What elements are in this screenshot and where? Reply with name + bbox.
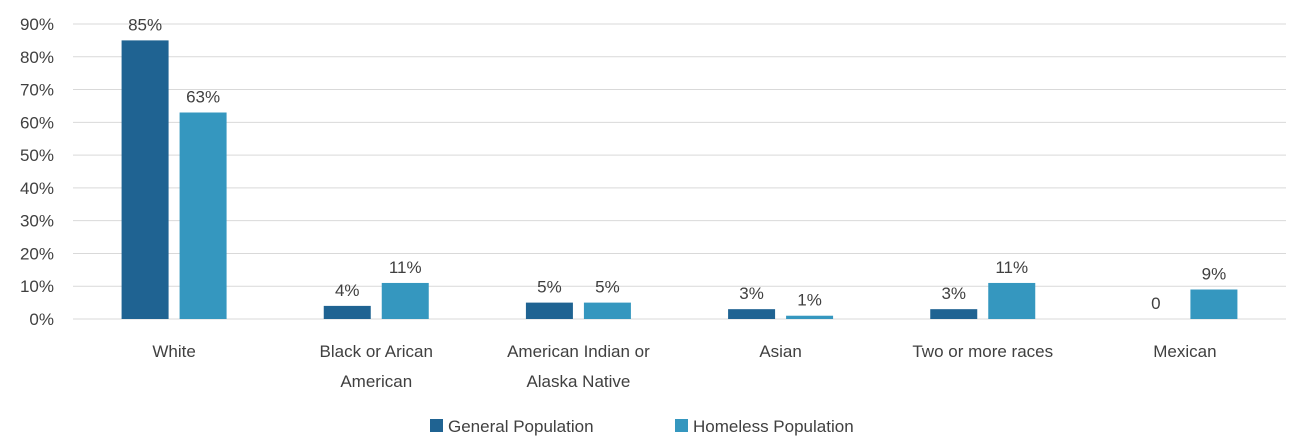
data-label: 5% bbox=[595, 278, 620, 297]
y-tick-label: 30% bbox=[20, 212, 54, 231]
y-tick-label: 0% bbox=[29, 310, 54, 329]
y-tick-label: 60% bbox=[20, 113, 54, 132]
bar bbox=[1190, 289, 1238, 319]
gridlines bbox=[73, 23, 1286, 320]
y-tick-label: 70% bbox=[20, 81, 54, 100]
x-tick-label: American bbox=[340, 372, 412, 391]
data-label: 11% bbox=[995, 258, 1028, 277]
x-tick-label: Asian bbox=[759, 342, 802, 361]
bar bbox=[121, 40, 169, 320]
y-tick-label: 20% bbox=[20, 244, 54, 263]
data-label: 85% bbox=[128, 15, 162, 34]
data-label: 9% bbox=[1202, 265, 1227, 284]
data-label: 11% bbox=[389, 258, 422, 277]
legend-swatch bbox=[430, 419, 443, 432]
bar bbox=[323, 305, 371, 319]
data-label: 3% bbox=[739, 284, 764, 303]
bar bbox=[728, 309, 776, 319]
data-label: 5% bbox=[537, 278, 562, 297]
bar bbox=[525, 302, 573, 319]
y-tick-label: 50% bbox=[20, 146, 54, 165]
x-tick-label: Two or more races bbox=[912, 342, 1053, 361]
bar bbox=[179, 112, 227, 319]
y-tick-label: 90% bbox=[20, 15, 54, 34]
bar bbox=[786, 315, 834, 319]
bar bbox=[930, 309, 978, 319]
y-tick-label: 80% bbox=[20, 48, 54, 67]
bars bbox=[121, 40, 1238, 320]
data-label: 4% bbox=[335, 281, 360, 300]
y-tick-label: 40% bbox=[20, 179, 54, 198]
legend-swatch bbox=[675, 419, 688, 432]
legend-label: General Population bbox=[448, 417, 594, 436]
x-tick-label: Alaska Native bbox=[526, 372, 630, 391]
bar bbox=[583, 302, 631, 319]
data-label: 1% bbox=[797, 291, 822, 310]
x-tick-label: White bbox=[152, 342, 195, 361]
legend: General Population Homeless Population bbox=[430, 417, 854, 436]
y-axis: 0% 10% 20% 30% 40% 50% 60% 70% 80% 90% bbox=[20, 15, 54, 329]
legend-label: Homeless Population bbox=[693, 417, 854, 436]
bar bbox=[381, 282, 429, 319]
x-axis: White Black or Arican American American Ind… bbox=[152, 342, 1216, 391]
x-tick-label: American Indian or bbox=[507, 342, 650, 361]
bar bbox=[988, 282, 1036, 319]
x-tick-label: Mexican bbox=[1153, 342, 1216, 361]
data-label: 3% bbox=[941, 284, 966, 303]
y-tick-label: 10% bbox=[20, 277, 54, 296]
x-tick-label: Black or Arican bbox=[320, 342, 433, 361]
data-label: 0 bbox=[1151, 294, 1160, 313]
data-label: 63% bbox=[186, 88, 220, 107]
data-labels: 85% 4% 5% 3% 3% 0 63% 11% 5% 1% 11% 9% bbox=[128, 15, 1226, 313]
